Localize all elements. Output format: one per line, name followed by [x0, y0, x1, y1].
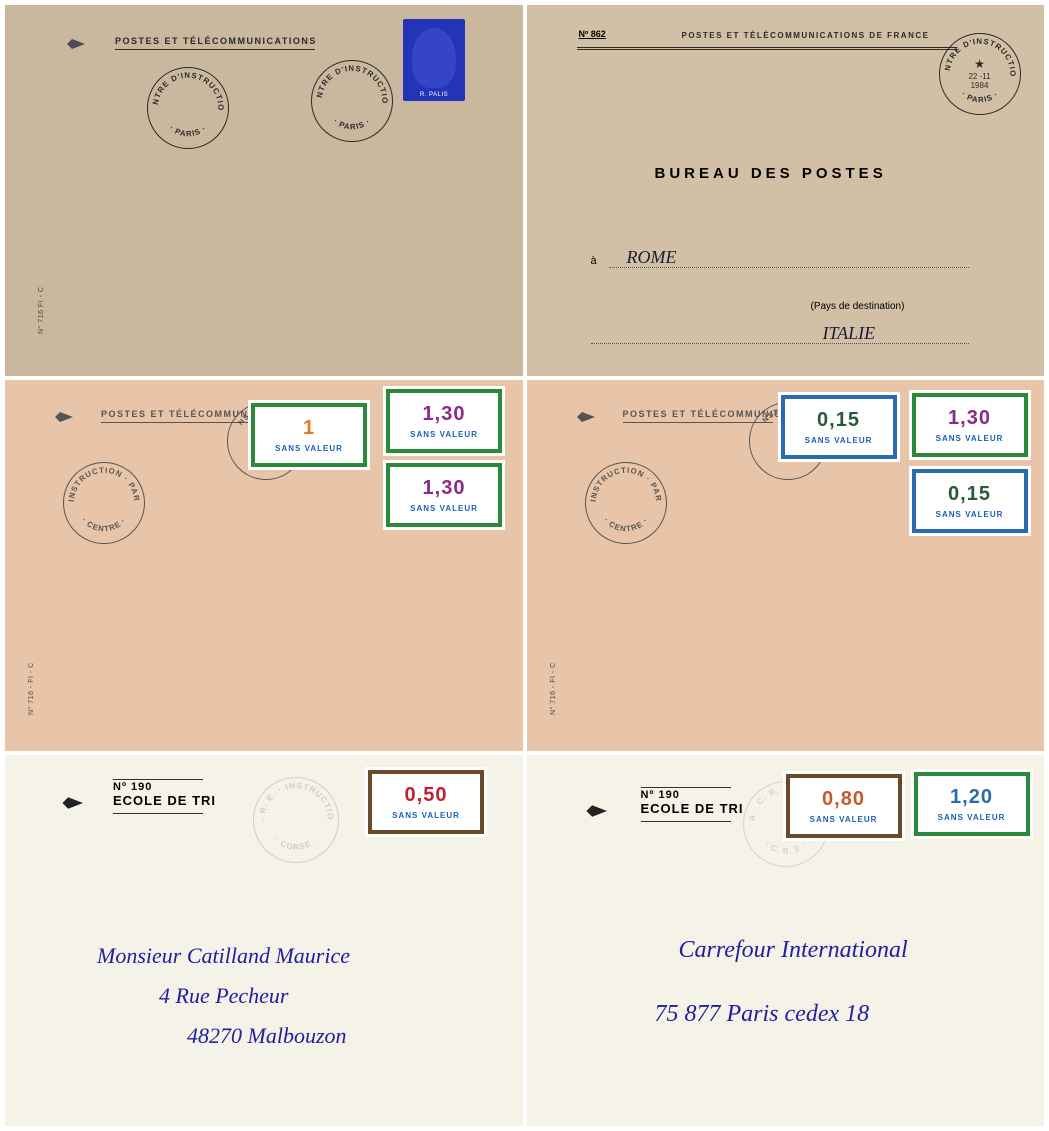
- svg-text:· PARIS ·: · PARIS ·: [959, 90, 1000, 105]
- sv-stamp-2: 1,30 SANS VALEUR: [909, 390, 1031, 460]
- svg-text:· CENTRE ·: · CENTRE ·: [80, 516, 128, 534]
- field-a-value: ROME: [627, 247, 677, 268]
- svg-text:CENTRE D'INSTRUCTION: CENTRE D'INSTRUCTION: [148, 68, 225, 111]
- field-dest-value: ITALIE: [823, 323, 876, 344]
- field-dest-line: [591, 343, 969, 344]
- svg-text:CENTRE D'INSTRUCTION: CENTRE D'INSTRUCTION: [312, 61, 389, 104]
- sv-value: 1,20: [950, 786, 993, 809]
- bird-logo-icon: [45, 410, 73, 424]
- postmark-1: D'INSTRUCTION · PARIS · CENTRE ·: [585, 462, 667, 544]
- side-label: N° 716 - FI - C: [550, 662, 557, 715]
- blue-portrait-stamp: R. PALIS: [403, 19, 465, 101]
- sv-value: 0,15: [948, 483, 991, 506]
- postmark: C. R. E. · INSTRUCTION · CORSE ·: [253, 777, 339, 863]
- sv-value: 0,50: [405, 784, 448, 807]
- svg-text:C. R. E. · INSTRUCTION: C. R. E. · INSTRUCTION: [254, 778, 335, 821]
- sv-stamp-2: 1,30 SANS VALEUR: [383, 386, 505, 456]
- sv-stamp-1: 0,80 SANS VALEUR: [783, 771, 905, 841]
- envelope-3: POSTES ET TÉLÉCOMMUNICAT D'INSTRUCTION ·…: [5, 380, 523, 751]
- sv-value: 1,30: [948, 407, 991, 430]
- postmark-1: D'INSTRUCTION · PARIS · CENTRE ·: [63, 462, 145, 544]
- sv-label: SANS VALEUR: [410, 430, 478, 439]
- header-text: POSTES ET TÉLÉCOMMUNICATIONS: [115, 36, 317, 46]
- sv-label: SANS VALEUR: [936, 434, 1004, 443]
- ecole-header: Nº 190 ECOLE DE TRI: [113, 781, 216, 808]
- address-line-2: 75 877 Paris cedex 18: [655, 1001, 870, 1028]
- ecole-header: Nº 190 ECOLE DE TRI: [641, 789, 744, 816]
- bird-logo-icon: [57, 37, 85, 51]
- sv-label: SANS VALEUR: [275, 444, 343, 453]
- sv-value: 0,80: [822, 788, 865, 811]
- postmark-1: CENTRE D'INSTRUCTION · PARIS ·: [147, 67, 229, 149]
- bird-logo-icon: [567, 410, 595, 424]
- sv-label: SANS VALEUR: [410, 504, 478, 513]
- field-a-label: à: [591, 255, 597, 267]
- sv-label: SANS VALEUR: [936, 510, 1004, 519]
- ecole-number: Nº 190: [641, 789, 744, 801]
- header-underline: [115, 49, 315, 50]
- header-text: POSTES ET TÉLÉCOMMUNICATIONS DE FRANCE: [682, 31, 930, 40]
- envelope-1: POSTES ET TÉLÉCOMMUNICATIONS CENTRE D'IN…: [5, 5, 523, 376]
- side-label: N° 716 - FI - C: [28, 662, 35, 715]
- stamp-portrait: [412, 28, 456, 88]
- bird-logo-icon: [575, 803, 607, 819]
- address-line-3: 48270 Malbouzon: [187, 1023, 347, 1049]
- field-dest-label: (Pays de destination): [811, 301, 905, 312]
- bird-logo-icon: [51, 795, 83, 811]
- sv-value: 1: [303, 417, 315, 440]
- svg-text:· PARIS ·: · PARIS ·: [332, 117, 373, 132]
- sv-label: SANS VALEUR: [938, 813, 1006, 822]
- sv-value: 1,30: [423, 477, 466, 500]
- svg-text:· PARIS ·: · PARIS ·: [168, 124, 209, 139]
- stamp-name: R. PALIS: [404, 92, 464, 98]
- svg-text:D'INSTRUCTION · PARIS: D'INSTRUCTION · PARIS: [586, 463, 663, 502]
- ecole-number: Nº 190: [113, 781, 216, 793]
- sv-label: SANS VALEUR: [805, 436, 873, 445]
- sv-stamp-2: 1,20 SANS VALEUR: [911, 769, 1033, 839]
- sv-stamp-3: 0,15 SANS VALEUR: [909, 466, 1031, 536]
- side-label: N° 716 FI - C: [38, 287, 45, 334]
- address-line-2: 4 Rue Pecheur: [159, 983, 289, 1009]
- sv-label: SANS VALEUR: [392, 811, 460, 820]
- svg-text:D'INSTRUCTION · PARIS: D'INSTRUCTION · PARIS: [64, 463, 141, 502]
- address-line-1: Carrefour International: [679, 937, 908, 964]
- sv-stamp-1: 1 SANS VALEUR: [248, 400, 370, 470]
- sv-stamp-3: 1,30 SANS VALEUR: [383, 460, 505, 530]
- sv-value: 0,15: [817, 409, 860, 432]
- header-double-line: [577, 47, 957, 50]
- ecole-line-bottom: [113, 813, 203, 814]
- sv-stamp: 0,50 SANS VALEUR: [365, 767, 487, 837]
- envelope-4: POSTES ET TÉLÉCOMMUNICATIONS D'INSTRUCTI…: [527, 380, 1045, 751]
- sv-label: SANS VALEUR: [810, 815, 878, 824]
- ecole-line-top: [113, 779, 203, 780]
- envelope-5: Nº 190 ECOLE DE TRI C. R. E. · INSTRUCTI…: [5, 755, 523, 1126]
- svg-text:· CORSE ·: · CORSE ·: [273, 835, 319, 851]
- sv-stamp-1: 0,15 SANS VALEUR: [778, 392, 900, 462]
- ecole-title: ECOLE DE TRI: [641, 801, 744, 816]
- svg-text:· CENTRE ·: · CENTRE ·: [602, 516, 650, 534]
- postmark-2: CENTRE D'INSTRUCTION · PARIS ·: [311, 60, 393, 142]
- bureau-title: BUREAU DES POSTES: [655, 165, 887, 182]
- form-number: Nº 862: [579, 29, 606, 39]
- svg-text:· C. R. E ·: · C. R. E ·: [763, 839, 809, 855]
- address-line-1: Monsieur Catilland Maurice: [97, 943, 350, 969]
- sv-value: 1,30: [423, 403, 466, 426]
- envelope-grid: POSTES ET TÉLÉCOMMUNICATIONS CENTRE D'IN…: [5, 5, 1044, 1126]
- ecole-title: ECOLE DE TRI: [113, 793, 216, 808]
- envelope-6: Nº 190 ECOLE DE TRI A · C. R. E. · INSTR…: [527, 755, 1045, 1126]
- svg-text:CENTRE D'INSTRUCTION: CENTRE D'INSTRUCTION: [940, 34, 1017, 77]
- postmark: CENTRE D'INSTRUCTION · PARIS · ★22 -11 1…: [939, 33, 1021, 115]
- ecole-line-top: [641, 787, 731, 788]
- envelope-2: Nº 862 POSTES ET TÉLÉCOMMUNICATIONS DE F…: [527, 5, 1045, 376]
- ecole-line-bottom: [641, 821, 731, 822]
